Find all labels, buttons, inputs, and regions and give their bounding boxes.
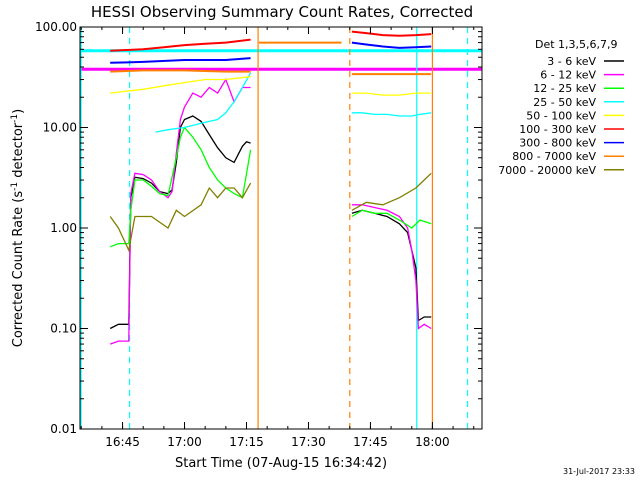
legend-title: Det 1,3,5,6,7,9 — [535, 38, 618, 51]
series-line-6-segment-0 — [110, 57, 251, 64]
series-line-7-segment-0 — [110, 69, 251, 73]
chart-title: HESSI Observing Summary Count Rates, Cor… — [91, 3, 473, 21]
x-tick-label-1: 17:00 — [167, 435, 202, 449]
series-line-3-segment-1 — [351, 112, 432, 117]
series-line-8-segment-1 — [351, 172, 432, 211]
series-line-1-segment-0 — [109, 78, 251, 345]
series-line-2-segment-1 — [351, 209, 432, 229]
series-layer — [80, 27, 482, 429]
legend-label-7: 800 - 7000 keV — [512, 150, 596, 163]
x-tick-label-0: 16:45 — [105, 435, 140, 449]
y-tick-label-3: 10.00 — [43, 121, 77, 135]
legend-label-8: 7000 - 20000 keV — [498, 164, 596, 177]
x-tick-label-4: 17:45 — [353, 435, 388, 449]
legend-label-1: 6 - 12 keV — [540, 69, 596, 82]
y-tick-label-4: 100.00 — [35, 20, 77, 34]
x-axis-label: Start Time (07-Aug-15 16:34:42) — [175, 456, 387, 471]
series-line-6-segment-1 — [351, 41, 432, 49]
series-line-8-segment-0 — [109, 182, 252, 253]
legend-label-3: 25 - 50 keV — [533, 96, 596, 109]
series-line-2-segment-0 — [109, 126, 252, 248]
axis-ticks: 16:45 17:00 17:15 17:30 17:45 18:00 0.01 0.10 1.… — [35, 20, 482, 449]
series-line-4-segment-1 — [351, 92, 432, 96]
legend-label-4: 50 - 100 keV — [526, 109, 596, 122]
legend-label-0: 3 - 6 keV — [547, 55, 596, 68]
series-line-1-segment-1 — [351, 204, 432, 330]
x-tick-label-2: 17:15 — [229, 435, 264, 449]
y-tick-label-0: 0.01 — [50, 422, 77, 436]
footer-timestamp: 31-Jul-2017 23:33 — [563, 467, 635, 476]
legend-label-6: 300 - 800 keV — [519, 137, 596, 150]
y-axis-label: Corrected Count Rate (s-1 detector-1) — [10, 109, 26, 347]
legend-label-5: 100 - 300 keV — [519, 123, 596, 136]
series-line-5-segment-0 — [110, 38, 251, 52]
series-line-4-segment-0 — [110, 76, 251, 94]
series-line-3-segment-0 — [155, 72, 252, 133]
legend-label-2: 12 - 25 keV — [533, 82, 596, 95]
x-tick-label-5: 18:00 — [415, 435, 450, 449]
series-line-5-segment-1 — [351, 30, 432, 37]
y-tick-label-1: 0.10 — [50, 322, 77, 336]
y-tick-label-2: 1.00 — [50, 221, 77, 235]
x-tick-label-3: 17:30 — [291, 435, 326, 449]
